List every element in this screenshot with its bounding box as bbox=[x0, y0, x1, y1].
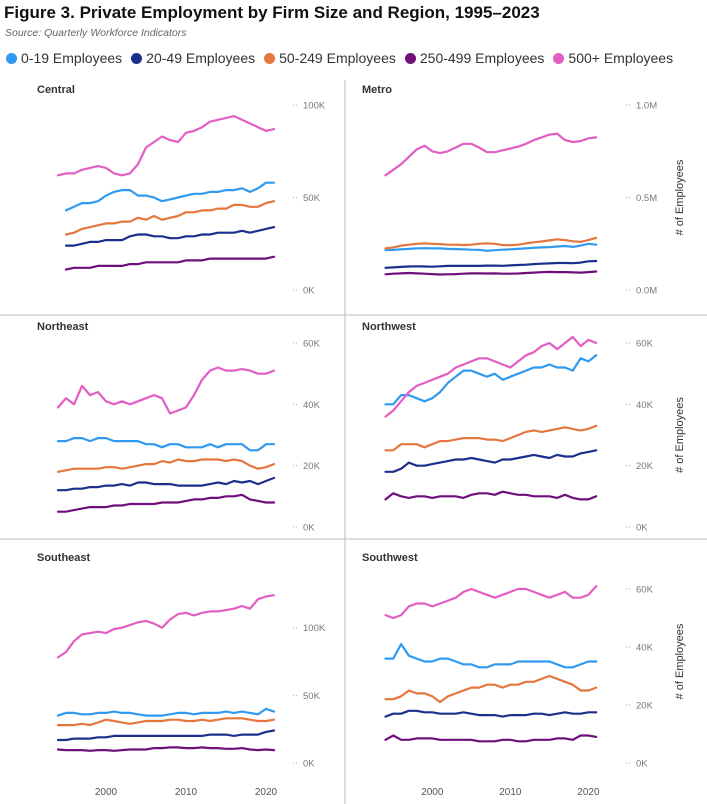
series-line-250-499-employees[interactable] bbox=[384, 270, 598, 276]
legend-marker-icon bbox=[6, 52, 17, 64]
chart-source: Source: Quarterly Workforce Indicators bbox=[5, 27, 187, 39]
y-tick-label: 0K bbox=[636, 523, 648, 534]
series-line-250-499-employees[interactable] bbox=[64, 255, 276, 271]
series-line-500-employees[interactable] bbox=[56, 114, 276, 177]
y-tick-label: 20K bbox=[636, 461, 654, 472]
series-line-250-499-employees[interactable] bbox=[56, 746, 276, 752]
y-tick-label: 20K bbox=[303, 461, 321, 472]
x-tick-label: 2000 bbox=[95, 787, 118, 798]
y-tick-label: 1.0M bbox=[636, 101, 657, 112]
legend-label: 500+ Employees bbox=[568, 50, 674, 66]
series-line-0-19-employees[interactable] bbox=[56, 437, 276, 452]
y-tick-label: 50K bbox=[303, 193, 321, 204]
x-tick-label: 2020 bbox=[577, 787, 600, 798]
series-line-50-249-employees[interactable] bbox=[384, 236, 598, 250]
panel-title: Metro bbox=[362, 84, 392, 96]
x-tick-label: 2000 bbox=[421, 787, 444, 798]
y-axis-title: # of Employees bbox=[674, 397, 686, 473]
y-tick-label: 60K bbox=[636, 585, 654, 596]
chart-title: Figure 3. Private Employment by Firm Siz… bbox=[4, 3, 540, 22]
y-tick-label: 100K bbox=[303, 623, 326, 634]
series-line-250-499-employees[interactable] bbox=[384, 734, 598, 743]
panel-southeast: Southeast 0K 50K 100K 2000 2010 2020 bbox=[37, 552, 326, 798]
series-line-50-249-employees[interactable] bbox=[56, 458, 276, 473]
y-tick-label: 20K bbox=[636, 701, 654, 712]
panel-northwest: Northwest 0K 20K 40K 60K # of Employees bbox=[362, 321, 686, 534]
y-tick-label: 0K bbox=[636, 759, 648, 770]
series-line-250-499-employees[interactable] bbox=[56, 493, 276, 513]
y-tick-label: 60K bbox=[303, 339, 321, 350]
legend-marker-icon bbox=[553, 52, 565, 64]
panel-title: Northwest bbox=[362, 321, 416, 333]
y-tick-label: 0K bbox=[303, 523, 315, 534]
y-tick-label: 50K bbox=[303, 691, 321, 702]
y-axis-title: # of Employees bbox=[674, 623, 686, 699]
panel-metro: Metro 0.0M 0.5M 1.0M # of Employees bbox=[362, 84, 686, 297]
legend-label: 50-249 Employees bbox=[279, 50, 396, 66]
panel-title: Southeast bbox=[37, 552, 91, 564]
legend: 0-19 Employees 20-49 Employees 50-249 Em… bbox=[6, 48, 682, 68]
legend-item-0-19[interactable]: 0-19 Employees bbox=[6, 50, 122, 66]
series-line-50-249-employees[interactable] bbox=[64, 200, 276, 236]
y-tick-label: 60K bbox=[636, 339, 654, 350]
legend-item-500-plus[interactable]: 500+ Employees bbox=[553, 50, 673, 66]
legend-label: 250-499 Employees bbox=[419, 50, 545, 66]
legend-marker-icon bbox=[404, 52, 416, 64]
legend-marker-icon bbox=[264, 52, 276, 64]
x-tick-label: 2010 bbox=[499, 787, 522, 798]
series-line-0-19-employees[interactable] bbox=[384, 642, 598, 669]
panel-southwest: Southwest 0K 20K 40K 60K # of Employees 2000 20… bbox=[362, 552, 686, 798]
x-tick-label: 2010 bbox=[175, 787, 198, 798]
series-line-500-employees[interactable] bbox=[384, 335, 598, 418]
series-line-50-249-employees[interactable] bbox=[384, 674, 598, 704]
y-tick-label: 0.0M bbox=[636, 286, 657, 297]
series-line-500-employees[interactable] bbox=[56, 594, 276, 659]
legend-item-20-49[interactable]: 20-49 Employees bbox=[131, 50, 255, 66]
panel-central: Central 0K 50K 100K bbox=[37, 84, 326, 297]
series-line-20-49-employees[interactable] bbox=[64, 226, 276, 247]
y-tick-label: 0.5M bbox=[636, 193, 657, 204]
series-line-20-49-employees[interactable] bbox=[384, 449, 598, 473]
y-tick-label: 40K bbox=[303, 400, 321, 411]
series-line-20-49-employees[interactable] bbox=[384, 709, 598, 718]
panel-northeast: Northeast 0K 20K 40K 60K bbox=[37, 321, 321, 534]
legend-item-250-499[interactable]: 250-499 Employees bbox=[404, 50, 545, 66]
series-line-0-19-employees[interactable] bbox=[56, 707, 276, 717]
panel-title: Northeast bbox=[37, 321, 89, 333]
legend-label: 20-49 Employees bbox=[146, 50, 256, 66]
legend-marker-icon bbox=[131, 52, 143, 64]
legend-label: 0-19 Employees bbox=[21, 50, 123, 66]
x-tick-label: 2020 bbox=[255, 787, 278, 798]
y-tick-label: 40K bbox=[636, 400, 654, 411]
series-line-50-249-employees[interactable] bbox=[56, 717, 276, 727]
series-line-500-employees[interactable] bbox=[56, 366, 276, 415]
series-line-20-49-employees[interactable] bbox=[56, 729, 276, 742]
panel-title: Central bbox=[37, 84, 75, 96]
y-axis-title: # of Employees bbox=[674, 159, 686, 235]
series-line-500-employees[interactable] bbox=[384, 132, 598, 177]
series-line-0-19-employees[interactable] bbox=[64, 181, 276, 212]
y-tick-label: 0K bbox=[303, 759, 315, 770]
y-tick-label: 100K bbox=[303, 101, 326, 112]
series-line-20-49-employees[interactable] bbox=[56, 476, 276, 492]
panel-title: Southwest bbox=[362, 552, 418, 564]
series-line-20-49-employees[interactable] bbox=[384, 259, 598, 269]
series-line-0-19-employees[interactable] bbox=[384, 242, 598, 252]
series-line-0-19-employees[interactable] bbox=[384, 354, 598, 406]
series-line-50-249-employees[interactable] bbox=[384, 424, 598, 452]
series-line-250-499-employees[interactable] bbox=[384, 490, 598, 501]
series-line-500-employees[interactable] bbox=[384, 584, 598, 620]
y-tick-label: 0K bbox=[303, 286, 315, 297]
y-tick-label: 40K bbox=[636, 643, 654, 654]
legend-item-50-249[interactable]: 50-249 Employees bbox=[264, 50, 396, 66]
